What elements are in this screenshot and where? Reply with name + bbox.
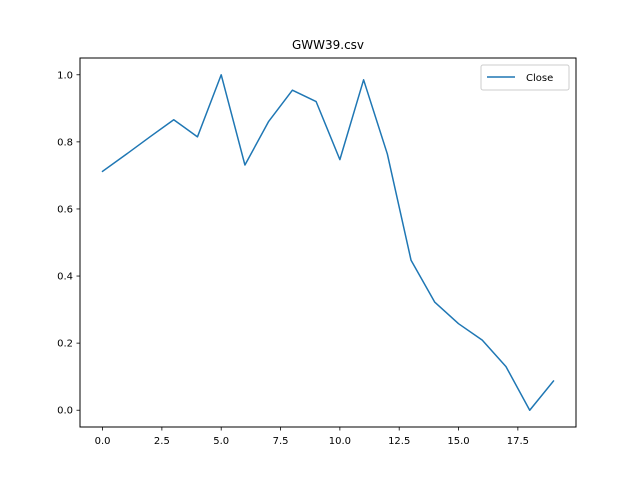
x-tick-label: 15.0 <box>447 436 469 447</box>
x-tick-label: 2.5 <box>154 436 170 447</box>
y-tick-label: 0.0 <box>57 406 73 417</box>
series-layer <box>101 74 555 411</box>
x-tick-label: 17.5 <box>507 436 529 447</box>
x-axis-ticks: 0.0 2.5 5.0 7.5 10.0 12.5 15.0 17.5 <box>95 427 529 447</box>
y-tick-label: 1.0 <box>57 70 73 81</box>
y-axis-ticks: 0.0 0.2 0.4 0.6 0.8 1.0 <box>57 70 80 417</box>
legend-box <box>480 64 570 91</box>
plot-frame <box>79 57 577 428</box>
series-line-close <box>101 74 555 411</box>
x-tick-label: 12.5 <box>388 436 410 447</box>
x-tick-label: 5.0 <box>213 436 229 447</box>
legend: Close <box>480 64 570 91</box>
y-tick-label: 0.8 <box>57 137 73 148</box>
legend-label: Close <box>526 73 553 84</box>
y-tick-label: 0.4 <box>57 272 73 283</box>
x-tick-label: 7.5 <box>273 436 289 447</box>
y-tick-label: 0.6 <box>57 204 73 215</box>
y-tick-label: 0.2 <box>57 339 73 350</box>
x-tick-label: 10.0 <box>329 436 351 447</box>
chart-title: GWW39.csv <box>292 38 364 52</box>
x-tick-label: 0.0 <box>95 436 111 447</box>
